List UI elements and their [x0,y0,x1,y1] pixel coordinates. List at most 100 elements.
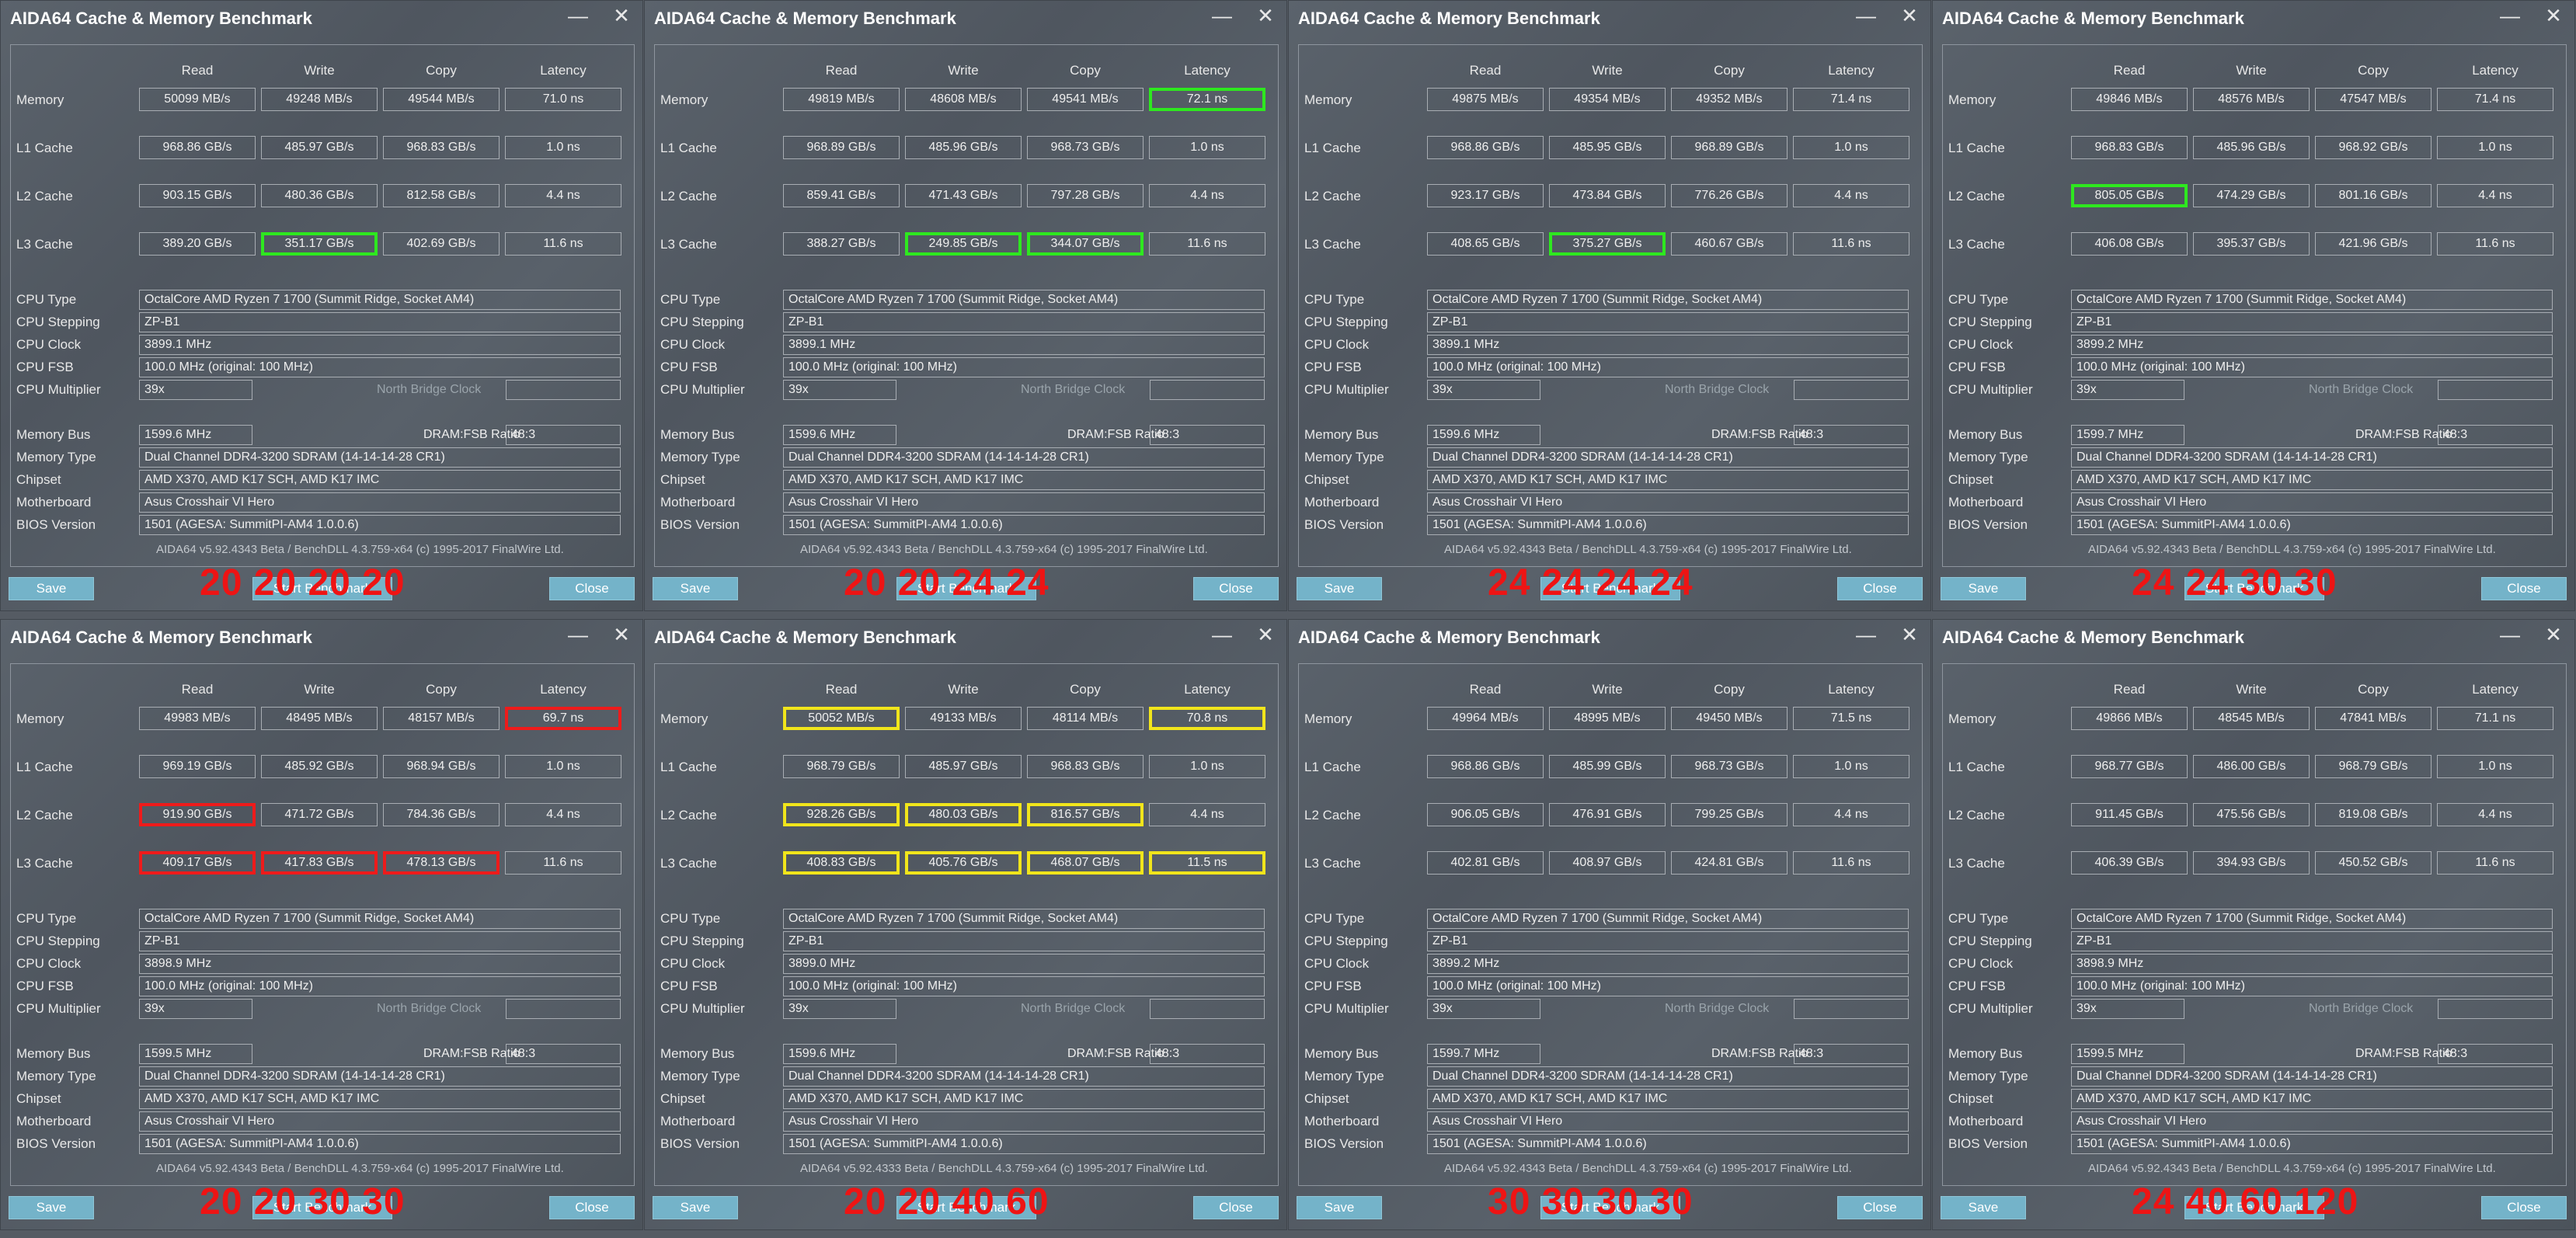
minimize-icon[interactable]: — [2500,623,2520,646]
minimize-icon[interactable]: — [1856,623,1876,646]
close-icon[interactable]: ✕ [613,623,630,646]
highlighted-result-value: 919.90 GB/s [139,803,256,826]
timing-annotation: 20 20 24 24 [844,562,1050,603]
result-value: 903.15 GB/s [139,184,256,207]
start-benchmark-button[interactable]: Start Benchmark [896,1196,1036,1219]
row-label-l3-cache: L3 Cache [1304,237,1361,252]
row-label-l1-cache: L1 Cache [660,760,717,774]
close-button[interactable]: Close [2481,1196,2567,1219]
close-button[interactable]: Close [2481,577,2567,600]
result-value: 968.83 GB/s [2071,136,2188,159]
benchmark-window: AIDA64 Cache & Memory Benchmark — ✕ Read Wri… [1288,619,1931,1230]
save-button[interactable]: Save [9,577,94,600]
close-icon[interactable]: ✕ [1901,4,1918,27]
dram-fsb-ratio-field: 48:3 [506,1044,621,1064]
minimize-icon[interactable]: — [568,623,588,646]
bios-version-field: 1501 (AGESA: SummitPI-AM4 1.0.0.6) [2071,1134,2553,1154]
save-button[interactable]: Save [653,577,738,600]
close-icon[interactable]: ✕ [1901,623,1918,646]
memory-type-label: Memory Type [1304,450,1384,464]
close-icon[interactable]: ✕ [1257,4,1274,27]
start-benchmark-button[interactable]: Start Benchmark [2184,1196,2324,1219]
timing-annotation: 24 24 24 24 [1488,562,1694,603]
cpu-clock-label: CPU Clock [1948,337,2014,352]
close-icon[interactable]: ✕ [2545,4,2562,27]
close-button[interactable]: Close [1837,1196,1923,1219]
row-label-memory: Memory [660,711,708,726]
dram-fsb-ratio-label: DRAM:FSB Ratio [423,1047,520,1060]
cpu-multiplier-label: CPU Multiplier [1948,382,2033,397]
start-benchmark-button[interactable]: Start Benchmark [1540,1196,1680,1219]
result-value: 1.0 ns [1149,755,1265,778]
close-icon[interactable]: ✕ [2545,623,2562,646]
minimize-icon[interactable]: — [1212,623,1232,646]
column-header-read: Read [825,682,858,697]
column-header-write: Write [304,63,335,78]
memory-type-field: Dual Channel DDR4-3200 SDRAM (14-14-14-2… [1427,447,1909,468]
highlighted-result-value: 478.13 GB/s [383,851,500,875]
memory-type-field: Dual Channel DDR4-3200 SDRAM (14-14-14-2… [1427,1066,1909,1087]
north-bridge-clock-label: North Bridge Clock [377,383,482,396]
close-icon[interactable]: ✕ [1257,623,1274,646]
start-benchmark-button[interactable]: Start Benchmark [896,577,1036,600]
cpu-clock-label: CPU Clock [1948,956,2014,971]
row-label-memory: Memory [16,711,64,726]
close-button[interactable]: Close [1193,1196,1279,1219]
chipset-field: AMD X370, AMD K17 SCH, AMD K17 IMC [139,1089,621,1109]
result-value: 408.65 GB/s [1427,232,1544,256]
minimize-icon[interactable]: — [1212,4,1232,27]
save-button[interactable]: Save [653,1196,738,1219]
benchmark-window: AIDA64 Cache & Memory Benchmark — ✕ Read Wri… [1932,619,2575,1230]
minimize-icon[interactable]: — [2500,4,2520,27]
window-title: AIDA64 Cache & Memory Benchmark [1942,628,2244,647]
cpu-type-label: CPU Type [660,292,721,307]
cpu-clock-field: 3899.2 MHz [1427,954,1909,974]
minimize-icon[interactable]: — [568,4,588,27]
start-benchmark-button[interactable]: Start Benchmark [252,1196,392,1219]
close-button[interactable]: Close [1193,577,1279,600]
cpu-type-label: CPU Type [1304,911,1365,926]
result-value: 474.29 GB/s [2193,184,2310,207]
highlighted-result-value: 69.7 ns [505,707,621,730]
close-button[interactable]: Close [549,577,635,600]
version-footer: AIDA64 v5.92.4343 Beta / BenchDLL 4.3.75… [800,543,1208,556]
memory-bus-label: Memory Bus [660,427,735,442]
result-value: 485.97 GB/s [261,136,378,159]
result-value: 402.69 GB/s [383,232,500,256]
save-button[interactable]: Save [1941,1196,2026,1219]
result-value: 389.20 GB/s [139,232,256,256]
close-icon[interactable]: ✕ [613,4,630,27]
save-button[interactable]: Save [1941,577,2026,600]
close-button[interactable]: Close [549,1196,635,1219]
save-button[interactable]: Save [9,1196,94,1219]
minimize-icon[interactable]: — [1856,4,1876,27]
start-benchmark-button[interactable]: Start Benchmark [2184,577,2324,600]
result-value: 485.96 GB/s [2193,136,2310,159]
cpu-type-label: CPU Type [16,911,77,926]
result-value: 48495 MB/s [261,707,378,730]
save-button[interactable]: Save [1297,577,1382,600]
start-benchmark-button[interactable]: Start Benchmark [252,577,392,600]
highlighted-result-value: 409.17 GB/s [139,851,256,875]
save-button[interactable]: Save [1297,1196,1382,1219]
cpu-stepping-field: ZP-B1 [139,312,621,332]
row-label-l2-cache: L2 Cache [1304,808,1361,822]
result-value: 4.4 ns [1793,803,1909,826]
cpu-fsb-label: CPU FSB [1304,360,1362,374]
results-panel [10,663,635,1186]
north-bridge-clock-label: North Bridge Clock [1021,1002,1126,1015]
result-value: 968.86 GB/s [1427,136,1544,159]
result-value: 47841 MB/s [2315,707,2432,730]
chipset-label: Chipset [1948,1091,1993,1106]
row-label-l2-cache: L2 Cache [660,189,717,203]
close-button[interactable]: Close [1837,577,1923,600]
result-value: 408.97 GB/s [1549,851,1666,875]
result-value: 968.73 GB/s [1027,136,1144,159]
motherboard-field: Asus Crosshair VI Hero [139,492,621,513]
bios-version-field: 1501 (AGESA: SummitPI-AM4 1.0.0.6) [783,1134,1265,1154]
benchmark-window: AIDA64 Cache & Memory Benchmark — ✕ Read Wri… [0,0,643,611]
result-value: 968.83 GB/s [383,136,500,159]
chipset-label: Chipset [16,472,61,487]
version-footer: AIDA64 v5.92.4343 Beta / BenchDLL 4.3.75… [2088,543,2496,556]
start-benchmark-button[interactable]: Start Benchmark [1540,577,1680,600]
